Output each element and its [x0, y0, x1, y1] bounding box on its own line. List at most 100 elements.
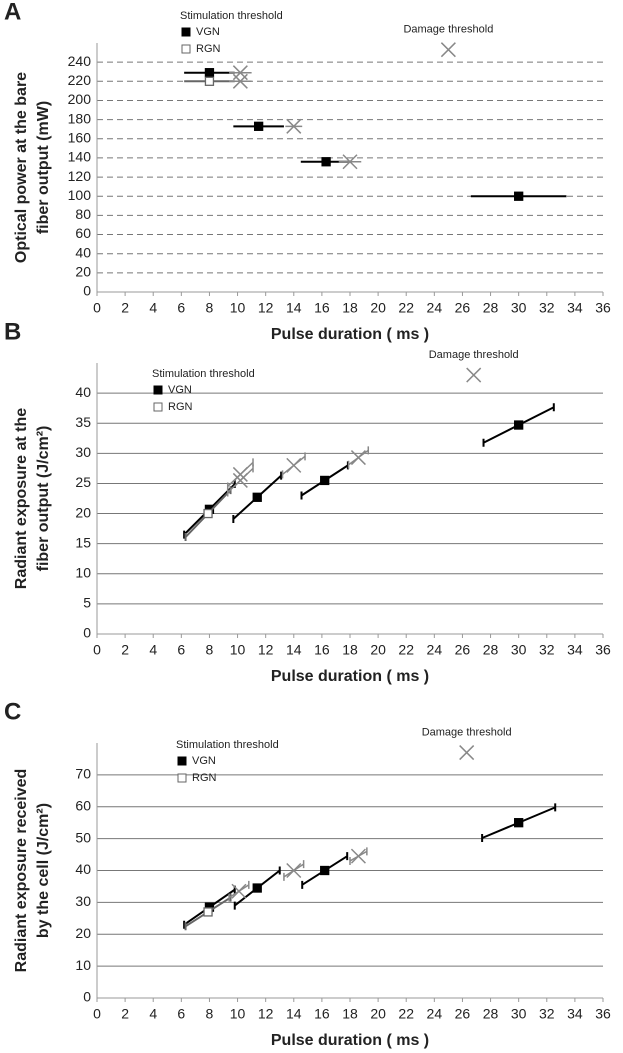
- x-tick-label: 8: [206, 642, 214, 658]
- x-tick-label: 20: [370, 1006, 386, 1022]
- legend-marker: [181, 44, 191, 54]
- x-tick-label: 32: [539, 300, 555, 316]
- damage-marker: [350, 848, 366, 864]
- x-tick-label: 36: [595, 300, 611, 316]
- marker: [204, 76, 215, 86]
- x-tick-label: 4: [149, 642, 157, 658]
- y-tick-label: 10: [75, 957, 91, 973]
- damage-marker: [466, 367, 482, 383]
- x-tick-label: 28: [483, 300, 499, 316]
- y-tick-label: 35: [75, 414, 91, 430]
- x-tick-label: 36: [595, 1006, 611, 1022]
- x-tick-label: 16: [314, 300, 330, 316]
- x-tick-label: 34: [567, 642, 583, 658]
- x-tick-label: 18: [342, 642, 358, 658]
- x-tick-label: 28: [483, 1006, 499, 1022]
- y-tick-label: 0: [83, 625, 91, 641]
- legend-title: Stimulation threshold: [180, 10, 283, 22]
- x-tick-label: 24: [427, 300, 443, 316]
- x-tick-label: 18: [342, 1006, 358, 1022]
- marker: [252, 492, 262, 502]
- x-tick-label: 6: [177, 300, 185, 316]
- legend-title: Stimulation threshold: [176, 739, 279, 751]
- marker: [320, 475, 330, 486]
- legend-marker: [153, 385, 163, 395]
- y-tick-label: 160: [68, 129, 92, 145]
- y-tick-label: 10: [75, 564, 91, 580]
- y-axis-label: Optical power at the bare: [13, 72, 30, 263]
- damage-marker: [232, 73, 248, 89]
- x-tick-label: 0: [93, 300, 101, 316]
- legend-marker: [177, 773, 187, 783]
- x-tick-label: 4: [149, 300, 157, 316]
- x-tick-label: 18: [342, 300, 358, 316]
- x-tick-label: 20: [370, 300, 386, 316]
- x-tick-label: 14: [286, 642, 302, 658]
- x-tick-label: 2: [121, 300, 129, 316]
- y-tick-label: 40: [75, 861, 91, 877]
- y-tick-label: 30: [75, 444, 91, 460]
- legend-label: VGN: [196, 26, 220, 38]
- x-tick-label: 4: [149, 1006, 157, 1022]
- annotation: Damage threshold: [422, 726, 512, 738]
- legend-marker: [181, 27, 191, 37]
- x-tick-label: 26: [455, 300, 471, 316]
- x-tick-label: 24: [427, 1006, 443, 1022]
- y-tick-label: 5: [83, 595, 91, 611]
- y-tick-label: 40: [75, 384, 91, 400]
- marker: [514, 420, 524, 430]
- x-tick-label: 26: [455, 1006, 471, 1022]
- damage-marker: [231, 883, 247, 899]
- x-tick-label: 6: [177, 1006, 185, 1022]
- y-tick-label: 20: [75, 264, 91, 280]
- x-tick-label: 2: [121, 1006, 129, 1022]
- y-tick-label: 50: [75, 829, 91, 845]
- x-tick-label: 30: [511, 1006, 527, 1022]
- marker: [320, 865, 330, 876]
- legend-label: RGN: [192, 772, 217, 784]
- x-tick-label: 28: [483, 642, 499, 658]
- x-tick-label: 14: [286, 300, 302, 316]
- x-tick-label: 12: [258, 642, 274, 658]
- x-tick-label: 22: [398, 1006, 414, 1022]
- x-tick-label: 24: [427, 642, 443, 658]
- x-tick-label: 32: [539, 1006, 555, 1022]
- x-tick-label: 0: [93, 1006, 101, 1022]
- y-axis-label: Radiant exposure received: [13, 769, 30, 973]
- y-tick-label: 40: [75, 244, 91, 260]
- marker: [514, 191, 524, 201]
- y-tick-label: 15: [75, 534, 91, 550]
- x-tick-label: 6: [177, 642, 185, 658]
- legend-label: VGN: [168, 384, 192, 396]
- legend-marker: [153, 402, 163, 412]
- x-axis-label: Pulse duration ( ms ): [271, 326, 429, 343]
- x-tick-label: 26: [455, 642, 471, 658]
- y-tick-label: 200: [68, 91, 92, 107]
- x-tick-label: 8: [206, 1006, 214, 1022]
- panel-letter: A: [4, 0, 21, 25]
- marker: [514, 818, 524, 828]
- marker: [203, 508, 213, 519]
- y-tick-label: 60: [75, 797, 91, 813]
- legend-label: RGN: [168, 401, 193, 413]
- y-tick-label: 140: [68, 149, 92, 165]
- y-tick-label: 25: [75, 474, 91, 490]
- x-tick-label: 2: [121, 642, 129, 658]
- y-tick-label: 80: [75, 206, 91, 222]
- legend-title: Stimulation threshold: [152, 368, 255, 380]
- annotation: Damage threshold: [403, 24, 493, 36]
- y-tick-label: 240: [68, 53, 92, 69]
- x-tick-label: 32: [539, 642, 555, 658]
- x-tick-label: 34: [567, 1006, 583, 1022]
- y-tick-label: 60: [75, 225, 91, 241]
- y-tick-label: 220: [68, 72, 92, 88]
- y-tick-label: 180: [68, 110, 92, 126]
- x-tick-label: 12: [258, 300, 274, 316]
- x-tick-label: 12: [258, 1006, 274, 1022]
- legend-marker: [177, 756, 187, 766]
- y-tick-label: 120: [68, 168, 92, 184]
- marker: [204, 68, 215, 78]
- y-axis-label: Radiant exposure at the: [13, 408, 30, 589]
- x-tick-label: 10: [230, 642, 246, 658]
